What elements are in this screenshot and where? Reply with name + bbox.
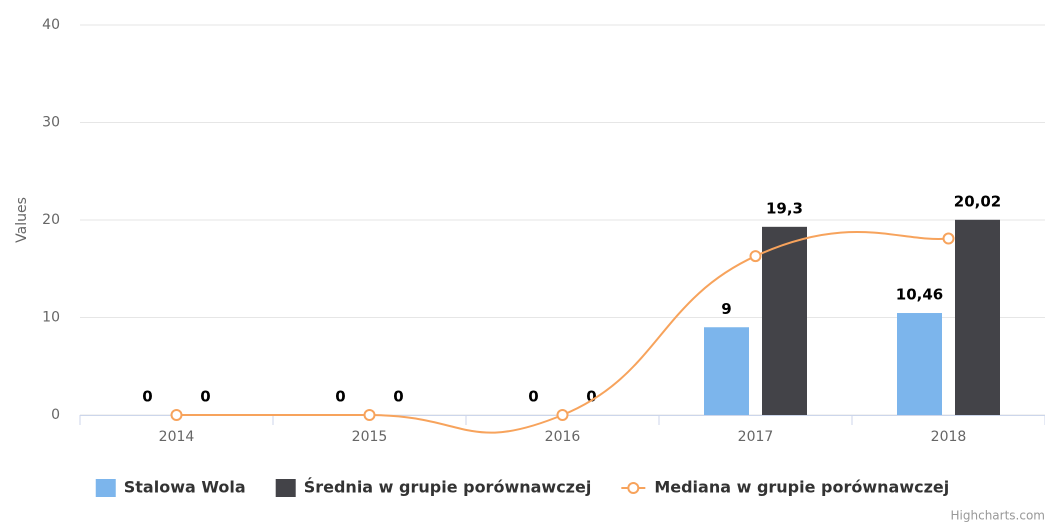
data-label: 10,46 <box>896 286 943 304</box>
data-label: 0 <box>586 388 596 406</box>
marker <box>170 409 183 421</box>
bar <box>704 327 749 415</box>
y-axis-label: Values <box>14 197 30 243</box>
y-tick-label: 20 <box>42 212 60 228</box>
bar <box>955 219 1000 415</box>
data-label: 0 <box>142 388 152 406</box>
legend-label[interactable]: Stalowa Wola <box>124 478 246 497</box>
data-label: 9 <box>721 300 731 318</box>
legend-swatch <box>275 479 296 497</box>
x-tick-label: 2014 <box>159 429 195 445</box>
spline <box>176 231 949 434</box>
credits[interactable]: Highcharts.com <box>951 509 1045 522</box>
bar <box>897 313 942 415</box>
x-tick-label: 2017 <box>738 429 774 445</box>
data-label: 0 <box>393 388 403 406</box>
x-tick-label: 2015 <box>352 429 388 445</box>
legend-swatch <box>95 479 116 497</box>
data-label: 0 <box>200 388 210 406</box>
y-tick-label: 0 <box>51 407 60 423</box>
marker <box>556 409 569 421</box>
marker <box>942 232 955 245</box>
y-tick-label: 10 <box>42 310 60 326</box>
data-label: 19,3 <box>766 199 803 217</box>
y-tick-label: 30 <box>42 115 60 131</box>
marker <box>363 409 376 421</box>
data-label: 0 <box>528 388 538 406</box>
data-label: 20,02 <box>954 192 1001 210</box>
legend-marker <box>627 482 640 494</box>
x-tick-label: 2018 <box>931 429 967 445</box>
marker <box>749 250 762 263</box>
legend-label[interactable]: Mediana w grupie porównawczej <box>654 478 949 497</box>
data-label: 0 <box>335 388 345 406</box>
legend-label[interactable]: Średnia w grupie porównawczej <box>304 478 592 497</box>
bar <box>762 226 807 415</box>
x-tick-label: 2016 <box>545 429 581 445</box>
y-tick-label: 40 <box>42 17 60 33</box>
